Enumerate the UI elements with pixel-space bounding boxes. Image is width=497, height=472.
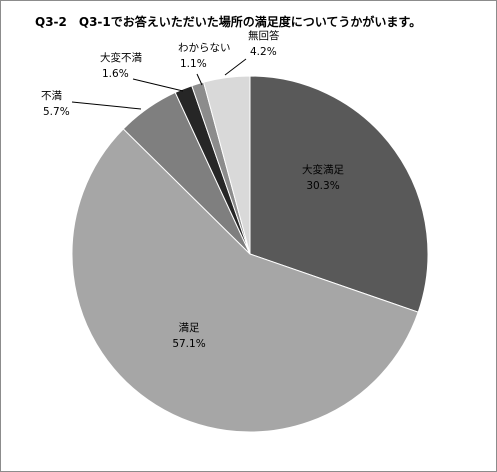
slice-label-1: 大変満足 — [302, 163, 344, 176]
pie-slice-1 — [249, 75, 429, 313]
pie-labels: 大変満足 30.3% 満足 57.1% 不満 5.7% 大変不満 1.6% わからない 1.1% 無… — [41, 29, 344, 350]
leader-line-4 — [132, 78, 184, 92]
slice-label-3: 不満 — [41, 90, 62, 102]
leader-line-6 — [224, 58, 247, 76]
leader-line-3 — [71, 101, 142, 110]
pie-slices — [71, 75, 429, 433]
pie-slice-6 — [202, 75, 251, 255]
slice-label-2: 満足 — [179, 322, 200, 334]
slice-label-6: 無回答 — [248, 29, 280, 42]
slice-label-5: わからない — [178, 42, 231, 54]
pie-slice-2 — [71, 128, 419, 433]
chart-title: Q3-2 Q3-1でお答えいただいた場所の満足度についてうかがいます。 — [35, 15, 422, 29]
slice-value-2: 57.1% — [172, 338, 205, 350]
slice-value-5: 1.1% — [180, 58, 207, 70]
slice-value-6: 4.2% — [250, 46, 277, 58]
leader-line-5 — [196, 73, 203, 86]
slice-value-3: 5.7% — [43, 106, 70, 118]
slice-value-1: 30.3% — [306, 180, 339, 192]
slice-value-4: 1.6% — [102, 68, 129, 80]
slice-label-4: 大変不満 — [100, 51, 142, 64]
